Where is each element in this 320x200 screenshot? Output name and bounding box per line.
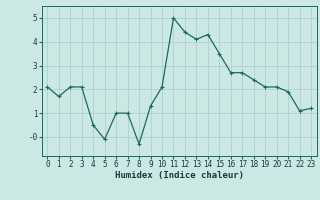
X-axis label: Humidex (Indice chaleur): Humidex (Indice chaleur) bbox=[115, 171, 244, 180]
